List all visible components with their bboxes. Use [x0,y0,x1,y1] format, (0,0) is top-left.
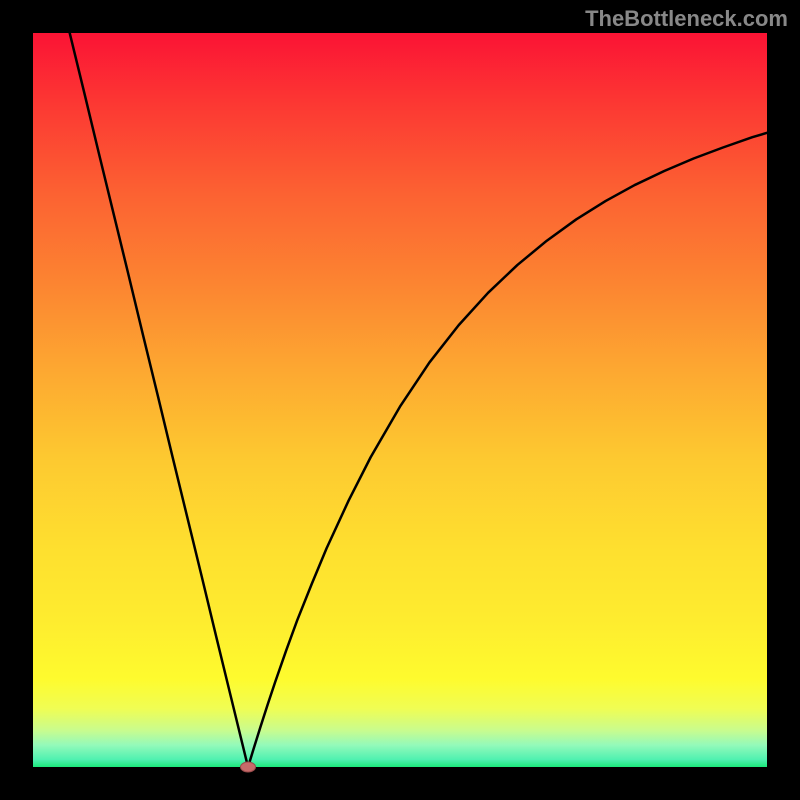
optimum-marker [240,762,256,773]
chart-gradient-background [33,33,767,767]
chart-plot-area [33,33,767,767]
watermark-text: TheBottleneck.com [585,6,788,32]
